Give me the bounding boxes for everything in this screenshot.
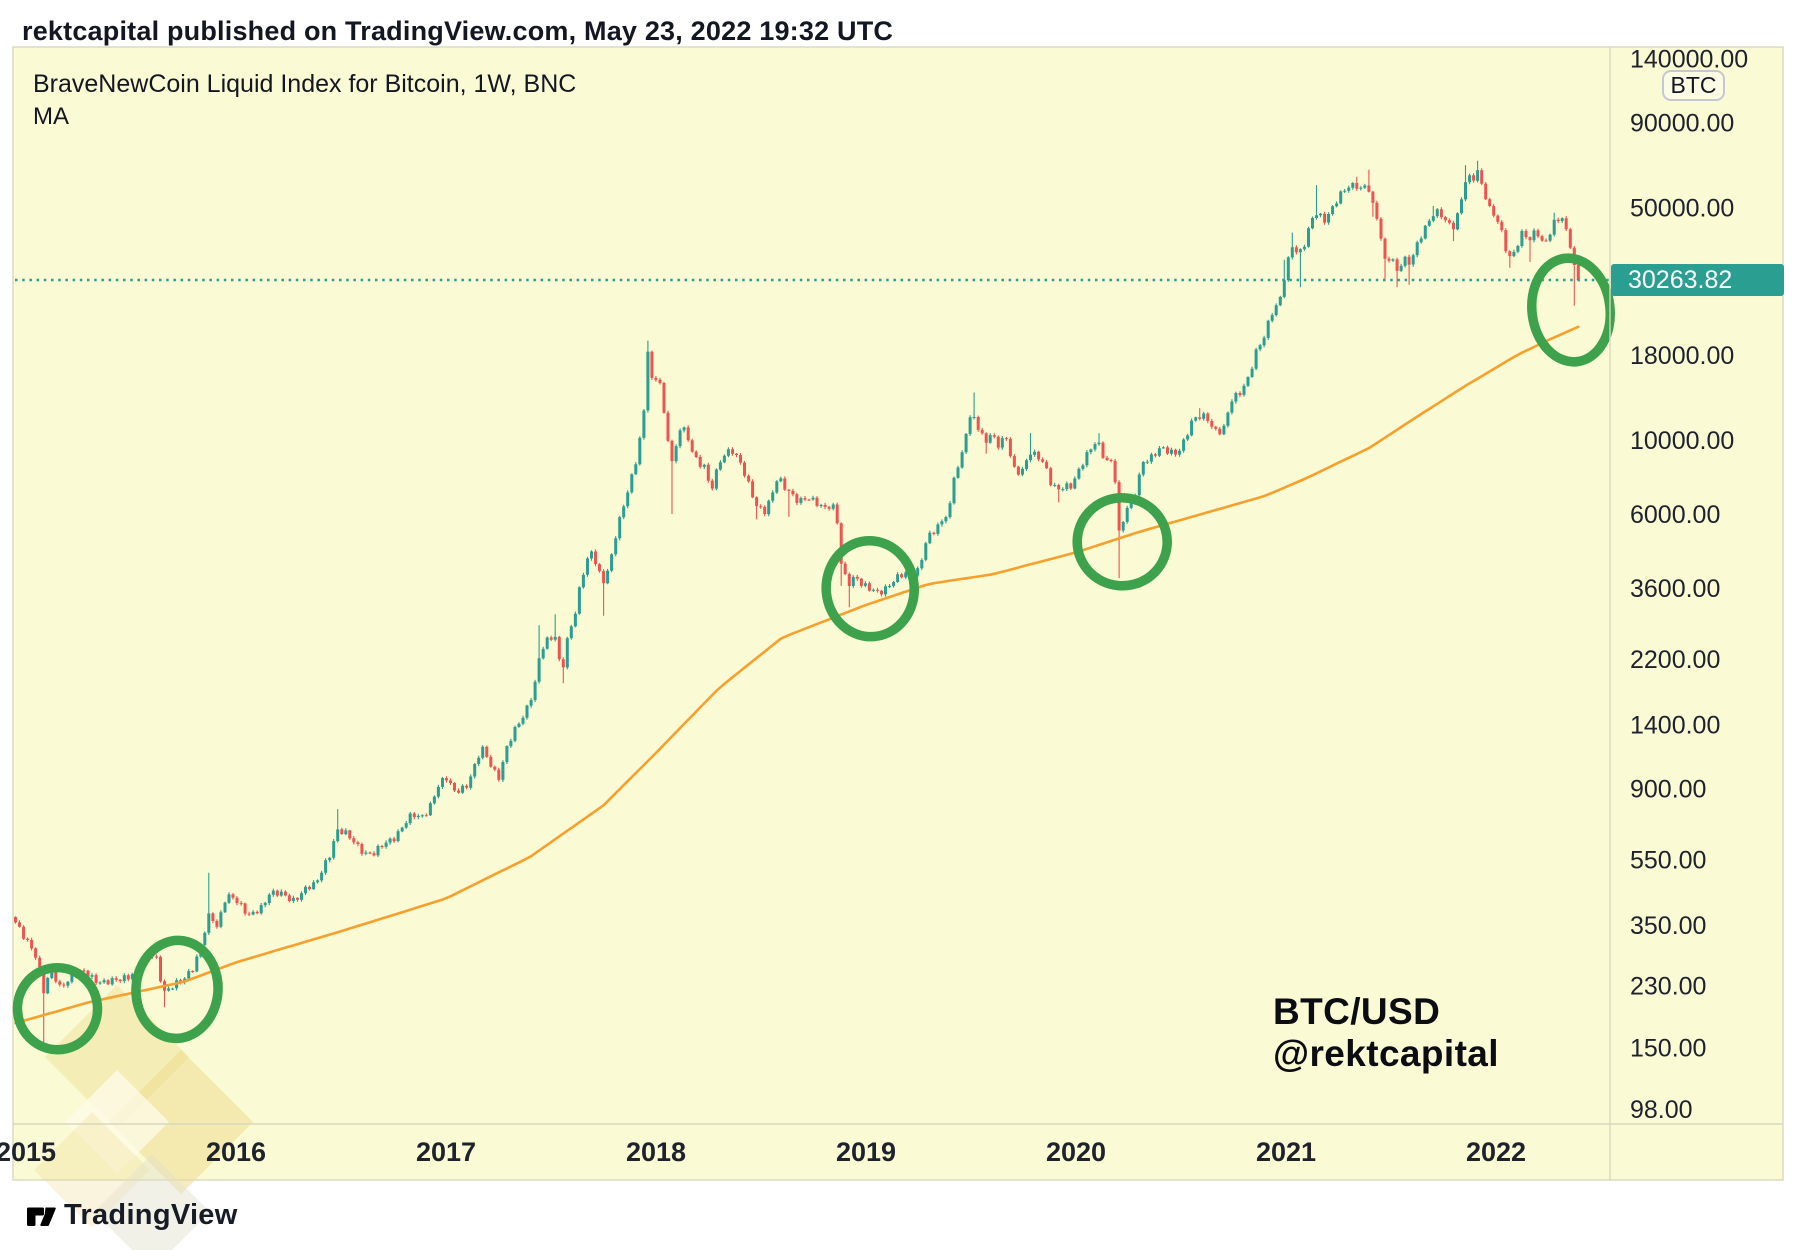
- tradingview-logo-icon[interactable]: [24, 1200, 58, 1232]
- price-tick-label: 1400.00: [1630, 711, 1720, 739]
- price-tick-label: 140000.00: [1630, 46, 1748, 74]
- time-tick-label: 2015: [0, 1137, 56, 1167]
- time-scale[interactable]: 2015 2016 2017 2018 2019 2020 2021 2022: [0, 1137, 1526, 1167]
- ma-line[interactable]: [14, 325, 1580, 1025]
- time-tick-label: 2017: [416, 1137, 476, 1167]
- price-tick-label: 10000.00: [1630, 427, 1734, 455]
- price-tick-label: 6000.00: [1630, 501, 1720, 529]
- tradingview-watermark-icon: [34, 985, 253, 1250]
- price-tick-label: 3600.00: [1630, 575, 1720, 603]
- time-tick-label: 2019: [836, 1137, 896, 1167]
- price-axis-label: 30263.82: [1611, 264, 1784, 296]
- time-tick-label: 2021: [1256, 1137, 1316, 1167]
- price-tick-label: 550.00: [1630, 847, 1706, 875]
- time-tick-label: 2018: [626, 1137, 686, 1167]
- price-tick-label: 900.00: [1630, 775, 1706, 803]
- price-tick-label: 18000.00: [1630, 342, 1734, 370]
- time-tick-label: 2022: [1466, 1137, 1526, 1167]
- price-tick-label: 230.00: [1630, 973, 1706, 1001]
- ma-indicator-label: MA: [33, 103, 69, 130]
- annotation-author: @rektcapital: [1273, 1033, 1499, 1074]
- brand-name[interactable]: TradingView: [64, 1199, 238, 1231]
- symbol-badge: BTC: [1662, 70, 1725, 101]
- published-note: rektcapital published on TradingView.com…: [22, 16, 894, 46]
- price-tick-label: 2200.00: [1630, 646, 1720, 674]
- chart-pane[interactable]: [12, 46, 1784, 1181]
- header-bar: rektcapital published on TradingView.com…: [22, 16, 893, 47]
- candlestick-series[interactable]: [14, 160, 1580, 1043]
- chart-title: BraveNewCoin Liquid Index for Bitcoin, 1…: [33, 70, 577, 98]
- annotation-symbol: BTC/USD: [1273, 991, 1441, 1032]
- time-tick-label: 2020: [1046, 1137, 1106, 1167]
- price-tick-label: 98.00: [1630, 1096, 1693, 1124]
- price-tick-label: 90000.00: [1630, 109, 1734, 137]
- highlight-circle[interactable]: [1072, 493, 1172, 591]
- price-tick-label: 150.00: [1630, 1034, 1706, 1062]
- highlight-circle[interactable]: [12, 962, 103, 1055]
- time-tick-label: 2016: [206, 1137, 266, 1167]
- price-scale[interactable]: 140000.00 90000.00 50000.00 18000.00 10000.0…: [1630, 46, 1748, 1125]
- highlight-circle[interactable]: [131, 935, 223, 1044]
- highlight-circle[interactable]: [821, 535, 919, 642]
- price-tick-label: 50000.00: [1630, 194, 1734, 222]
- price-tick-label: 350.00: [1630, 912, 1706, 940]
